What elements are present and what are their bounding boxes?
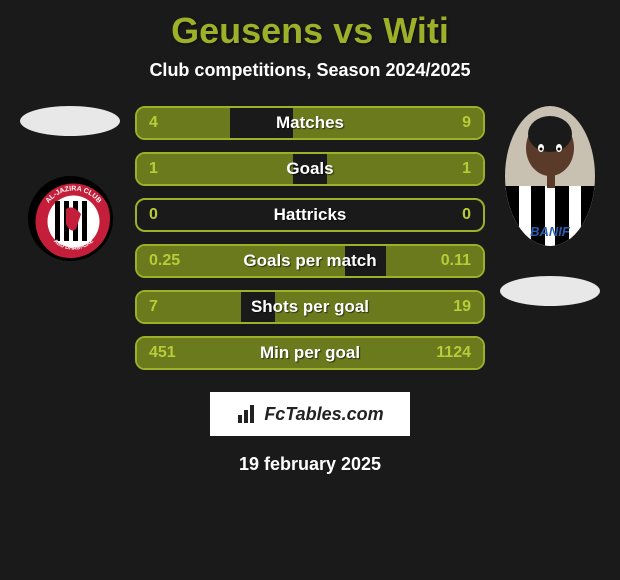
stat-right-value: 19 [413,298,483,316]
stat-left-value: 0.25 [137,252,207,270]
stat-right-value: 0.11 [413,252,483,270]
stat-label: Shots per goal [207,297,413,317]
left-club-badge: AL-JAZIRA CLUB ABU DHABI-UAE [28,176,113,261]
stat-row: 0.25 Goals per match 0.11 [135,244,485,278]
stat-label: Hattricks [207,205,413,225]
comparison-title: Geusens vs Witi [0,0,620,52]
stat-label: Matches [207,113,413,133]
stat-row: 1 Goals 1 [135,152,485,186]
stat-label: Min per goal [207,343,413,363]
stat-left-value: 4 [137,114,207,132]
stats-container: 4 Matches 9 1 Goals 1 0 Hattricks 0 0.25… [130,106,490,382]
right-club-placeholder [500,276,600,306]
svg-text:BANIF: BANIF [530,224,571,239]
comparison-date: 19 february 2025 [0,454,620,475]
comparison-main: AL-JAZIRA CLUB ABU DHABI-UAE 4 Matches 9… [0,106,620,382]
left-player-placeholder [20,106,120,136]
stat-row: 4 Matches 9 [135,106,485,140]
stat-row: 451 Min per goal 1124 [135,336,485,370]
right-player-photo: BANIF [505,106,595,246]
source-badge: FcTables.com [210,392,410,436]
stat-label: Goals per match [207,251,413,271]
stat-left-value: 0 [137,206,207,224]
stat-label: Goals [207,159,413,179]
stat-left-value: 451 [137,344,207,362]
stat-left-value: 7 [137,298,207,316]
right-player-column: BANIF [490,106,610,382]
comparison-subtitle: Club competitions, Season 2024/2025 [0,60,620,81]
chart-icon [236,403,258,425]
stat-right-value: 0 [413,206,483,224]
stat-left-value: 1 [137,160,207,178]
stat-right-value: 9 [413,114,483,132]
stat-right-value: 1 [413,160,483,178]
stat-row: 0 Hattricks 0 [135,198,485,232]
stat-right-value: 1124 [413,344,483,362]
stat-row: 7 Shots per goal 19 [135,290,485,324]
left-player-column: AL-JAZIRA CLUB ABU DHABI-UAE [10,106,130,382]
source-label: FcTables.com [264,404,383,425]
